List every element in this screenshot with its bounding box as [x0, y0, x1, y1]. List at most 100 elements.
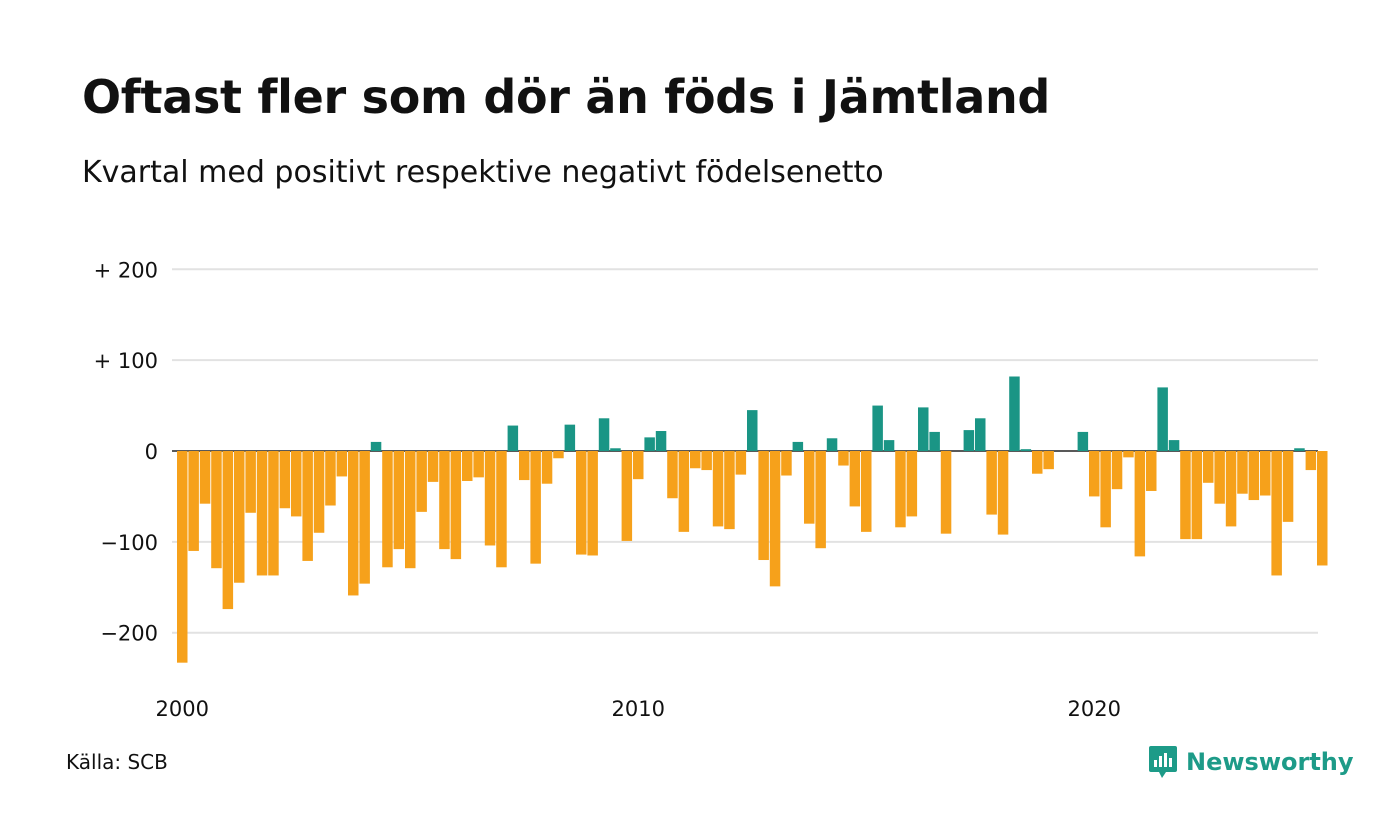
bar-negative: [838, 451, 849, 466]
bar-positive: [1157, 387, 1168, 451]
bar-negative: [336, 451, 348, 477]
y-tick-label: −200: [100, 622, 158, 646]
bar-negative: [553, 451, 564, 459]
bar-negative: [188, 451, 199, 551]
bar-negative: [234, 451, 245, 583]
bar-positive: [507, 425, 519, 451]
bar-negative: [1237, 451, 1248, 494]
bar-negative: [861, 451, 872, 532]
bar-positive: [644, 437, 655, 451]
y-tick-label: + 100: [94, 349, 158, 373]
bar-negative: [268, 451, 279, 576]
bar-negative: [439, 451, 450, 550]
bar-negative: [667, 451, 678, 499]
bar-negative: [1043, 451, 1054, 470]
x-tick-label: 2010: [612, 697, 665, 721]
bar-negative: [1225, 451, 1237, 527]
bar-negative: [1146, 451, 1157, 491]
bar-negative: [245, 451, 256, 513]
bar-negative: [256, 451, 268, 576]
bar-negative: [382, 451, 393, 568]
bar-negative: [462, 451, 473, 481]
bar-negative: [484, 451, 496, 546]
bar-negative: [393, 451, 405, 550]
bar-negative: [690, 451, 701, 469]
bar-negative: [291, 451, 302, 517]
bar-negative: [986, 451, 997, 515]
y-tick-label: −100: [100, 531, 158, 555]
bar-negative: [1282, 451, 1294, 522]
bar-negative: [781, 451, 792, 476]
bar-negative: [1203, 451, 1214, 483]
bar-negative: [530, 451, 541, 564]
bar-negative: [735, 451, 747, 475]
bar-negative: [1271, 451, 1282, 576]
bar-negative: [815, 451, 826, 549]
bar-negative: [359, 451, 370, 584]
bar-positive: [1020, 449, 1032, 451]
bar-negative: [313, 451, 325, 533]
bar-negative: [211, 451, 222, 569]
bar-positive: [564, 424, 576, 451]
bar-positive: [872, 405, 883, 451]
bar-negative: [758, 451, 769, 561]
bar-negative: [473, 451, 484, 478]
bar-positive: [747, 410, 758, 451]
bar-positive: [598, 418, 610, 451]
newsworthy-logo-icon: [1149, 746, 1177, 778]
bar-negative: [895, 451, 906, 528]
bar-positive: [1294, 448, 1305, 451]
bar-negative: [541, 451, 553, 484]
bar-negative: [177, 451, 188, 663]
x-tick-label: 2020: [1068, 697, 1121, 721]
bar-negative: [1032, 451, 1043, 474]
bar-chart: + 200 + 100 0 −100 −200 2000 2010 2020: [94, 258, 1328, 721]
bar-positive: [883, 440, 895, 451]
bar-negative: [416, 451, 427, 512]
bar-positive: [975, 418, 986, 451]
bar-negative: [1089, 451, 1100, 497]
bar-positive: [655, 431, 667, 451]
bar-positive: [826, 438, 838, 451]
y-tick-label: 0: [145, 440, 158, 464]
bar-negative: [450, 451, 462, 560]
bar-positive: [1009, 376, 1020, 451]
bar-negative: [906, 451, 918, 517]
bar-negative: [587, 451, 598, 556]
bar-negative: [1180, 451, 1191, 540]
bar-negative: [1317, 451, 1328, 566]
x-axis-ticks: 2000 2010 2020: [156, 697, 1121, 721]
bar-negative: [405, 451, 416, 569]
bar-negative: [576, 451, 587, 555]
bar-positive: [792, 441, 804, 451]
bar-negative: [1123, 451, 1134, 458]
bar-positive: [1168, 440, 1180, 451]
bar-negative: [940, 451, 952, 534]
bars: [177, 376, 1328, 663]
bar-negative: [1260, 451, 1271, 496]
bar-negative: [633, 451, 644, 480]
bar-negative: [1134, 451, 1146, 557]
bar-positive: [370, 441, 382, 451]
y-tick-label: + 200: [94, 258, 158, 282]
bar-negative: [1111, 451, 1123, 490]
bar-positive: [963, 430, 975, 451]
source-note: Källa: SCB: [66, 750, 168, 774]
brand-name: Newsworthy: [1186, 748, 1354, 776]
bar-negative: [348, 451, 359, 596]
bar-positive: [1077, 431, 1089, 451]
bar-negative: [325, 451, 336, 506]
bar-negative: [997, 451, 1009, 535]
chart-subtitle: Kvartal med positivt respektive negativt…: [82, 155, 884, 190]
bar-negative: [519, 451, 530, 481]
bar-negative: [496, 451, 507, 568]
bar-negative: [621, 451, 633, 541]
bar-negative: [804, 451, 815, 524]
bar-negative: [769, 451, 781, 587]
bar-positive: [918, 407, 929, 451]
bar-negative: [678, 451, 690, 532]
y-axis-ticks: + 200 + 100 0 −100 −200: [94, 258, 158, 645]
chart-title: Oftast fler som dör än föds i Jämtland: [82, 70, 1051, 124]
bar-negative: [222, 451, 234, 610]
bar-negative: [701, 451, 712, 471]
